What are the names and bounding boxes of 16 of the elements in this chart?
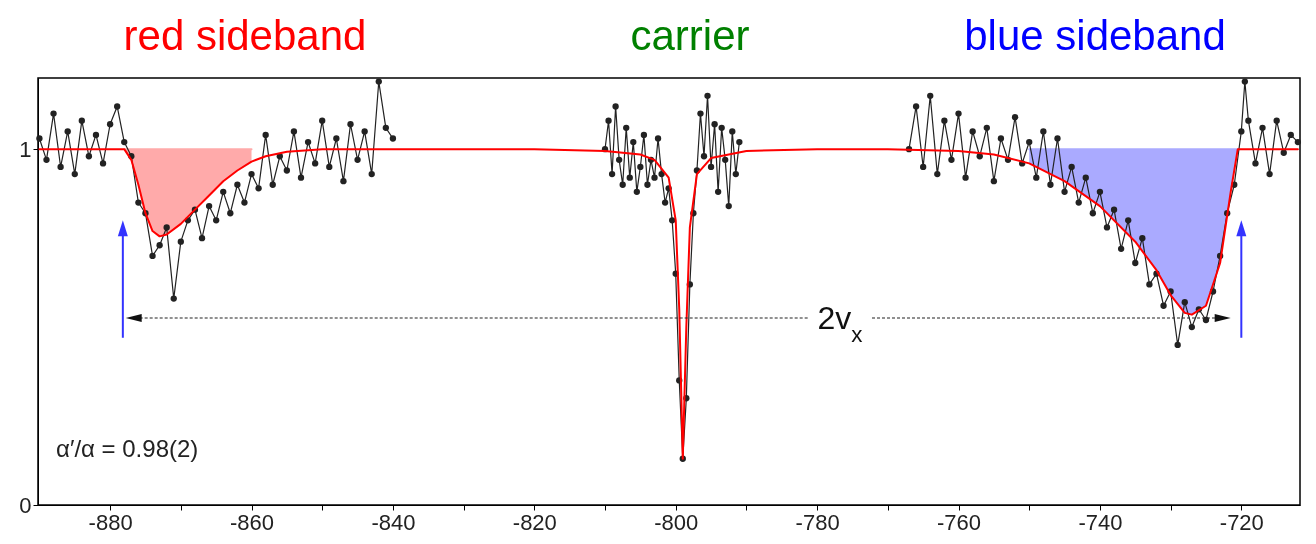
y-tick-label: 1	[19, 136, 32, 162]
x-tick-label: -760	[936, 509, 982, 535]
annotation: 2v$_{x}$	[817, 300, 863, 347]
x-tick-label: -860	[229, 509, 275, 535]
x-tick-label: -880	[88, 509, 133, 535]
x-tick-label: -780	[795, 509, 840, 535]
x-tick-label: -720	[1219, 509, 1264, 535]
annotation: α′/α = 0.98(2)	[56, 435, 199, 462]
y-tick-label: 0	[19, 492, 32, 518]
x-tick-label: -840	[371, 509, 416, 535]
x-tick-label: -800	[654, 509, 699, 535]
x-tick-label: -740	[1078, 509, 1123, 535]
text: blue sideband	[964, 12, 1226, 59]
text: red sideband	[123, 12, 367, 59]
x-tick-label: -820	[512, 509, 557, 535]
text: carrier	[630, 12, 750, 59]
